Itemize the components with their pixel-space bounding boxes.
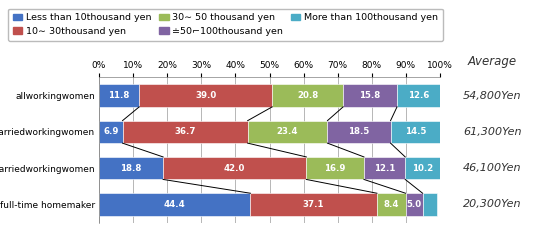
Text: 23.4: 23.4 — [277, 127, 298, 136]
Bar — [377, 193, 405, 216]
Text: 15.8: 15.8 — [360, 91, 381, 100]
Bar — [250, 193, 377, 216]
Bar — [123, 121, 248, 143]
Bar — [306, 157, 364, 180]
Bar — [405, 193, 422, 216]
Bar — [272, 84, 343, 107]
Text: 36.7: 36.7 — [174, 127, 196, 136]
Bar — [99, 157, 163, 180]
Legend: Less than 10thousand yen, 10∼ 30thousand yen, 30∼ 50 thousand yen, ≐50⌐100thousa: Less than 10thousand yen, 10∼ 30thousand… — [8, 9, 443, 41]
Bar — [405, 157, 440, 180]
Text: 16.9: 16.9 — [324, 164, 346, 173]
Bar — [99, 193, 250, 216]
Text: 11.8: 11.8 — [108, 91, 130, 100]
Bar — [422, 193, 437, 216]
Text: 12.6: 12.6 — [408, 91, 429, 100]
Text: 46,100Yen: 46,100Yen — [463, 163, 521, 173]
Text: Average: Average — [468, 55, 517, 68]
Bar — [248, 121, 327, 143]
Text: 14.5: 14.5 — [405, 127, 426, 136]
Text: 37.1: 37.1 — [303, 200, 324, 209]
Text: 20,300Yen: 20,300Yen — [463, 199, 521, 210]
Text: 44.4: 44.4 — [164, 200, 185, 209]
Bar — [99, 84, 139, 107]
Text: 10.2: 10.2 — [412, 164, 433, 173]
Text: 12.1: 12.1 — [374, 164, 395, 173]
Text: 18.5: 18.5 — [348, 127, 370, 136]
Text: 18.8: 18.8 — [120, 164, 142, 173]
Text: 39.0: 39.0 — [195, 91, 216, 100]
Bar — [397, 84, 440, 107]
Bar — [163, 157, 306, 180]
Bar — [343, 84, 397, 107]
Text: 20.8: 20.8 — [297, 91, 318, 100]
Bar — [390, 121, 440, 143]
Text: 42.0: 42.0 — [224, 164, 245, 173]
Bar — [327, 121, 390, 143]
Text: 6.9: 6.9 — [103, 127, 118, 136]
Text: 54,800Yen: 54,800Yen — [463, 91, 521, 101]
Text: 5.0: 5.0 — [406, 200, 422, 209]
Bar — [364, 157, 405, 180]
Bar — [139, 84, 272, 107]
Text: 61,300Yen: 61,300Yen — [463, 127, 521, 137]
Bar — [99, 121, 123, 143]
Text: 8.4: 8.4 — [383, 200, 399, 209]
